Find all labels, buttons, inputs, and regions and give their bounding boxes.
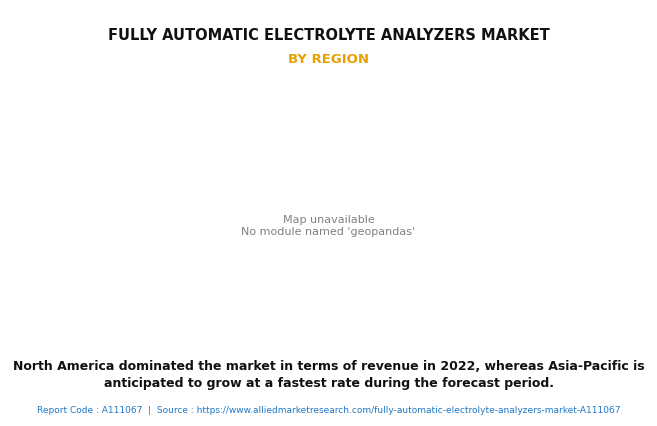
Text: FULLY AUTOMATIC ELECTROLYTE ANALYZERS MARKET: FULLY AUTOMATIC ELECTROLYTE ANALYZERS MA… [108, 28, 549, 43]
Text: North America dominated the market in terms of revenue in 2022, whereas Asia-Pac: North America dominated the market in te… [12, 360, 645, 390]
Text: BY REGION: BY REGION [288, 53, 369, 66]
Text: Map unavailable
No module named 'geopandas': Map unavailable No module named 'geopand… [241, 215, 416, 236]
Text: Report Code : A111067  |  Source : https://www.alliedmarketresearch.com/fully-au: Report Code : A111067 | Source : https:/… [37, 406, 620, 415]
